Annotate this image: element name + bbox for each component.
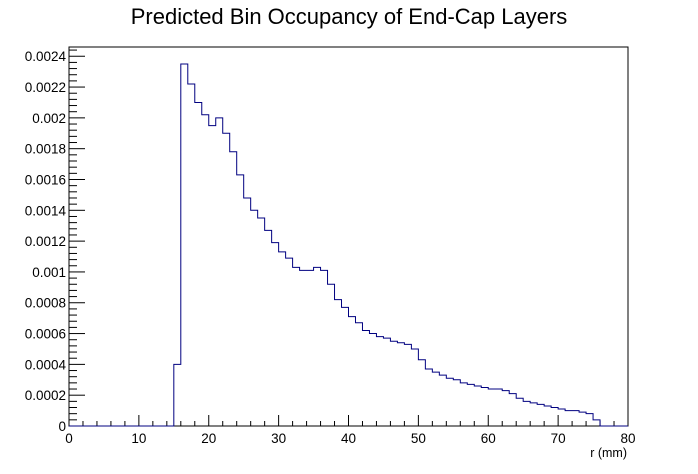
y-tick-label: 0.002 <box>32 111 66 126</box>
x-tick-label: 20 <box>201 431 216 446</box>
y-tick-label: 0.0006 <box>25 327 66 342</box>
x-tick-label: 50 <box>411 431 426 446</box>
histogram-series <box>69 63 628 427</box>
y-tick-label: 0.0016 <box>25 172 66 187</box>
y-tick-label: 0.001 <box>32 265 66 280</box>
x-tick-label: 0 <box>65 431 73 446</box>
y-tick-label: 0.0018 <box>25 142 66 157</box>
x-axis: 0 10 20 30 40 50 60 70 80 <box>65 415 636 446</box>
x-tick-label: 70 <box>551 431 566 446</box>
x-tick-label: 10 <box>131 431 146 446</box>
y-tick-label: 0.0008 <box>25 296 66 311</box>
y-tick-label: 0.0012 <box>25 234 66 249</box>
x-axis-title: r (mm) <box>590 446 627 460</box>
y-tick-label: 0.0014 <box>25 203 67 218</box>
y-axis: 0 0.0002 0.0004 0.0006 0.0008 0.001 0.0012 0.00… <box>25 49 85 434</box>
y-tick-label: 0 <box>58 419 66 434</box>
y-tick-label: 0.0004 <box>25 357 67 372</box>
y-tick-label: 0.0022 <box>25 80 66 95</box>
y-tick-label: 0.0002 <box>25 388 66 403</box>
x-tick-label: 30 <box>271 431 286 446</box>
x-tick-label: 60 <box>481 431 496 446</box>
y-tick-label: 0.0024 <box>25 49 67 64</box>
chart-title: Predicted Bin Occupancy of End-Cap Layer… <box>131 4 568 29</box>
plot-frame <box>68 46 629 427</box>
x-tick-label: 80 <box>620 431 635 446</box>
x-tick-label: 40 <box>341 431 356 446</box>
